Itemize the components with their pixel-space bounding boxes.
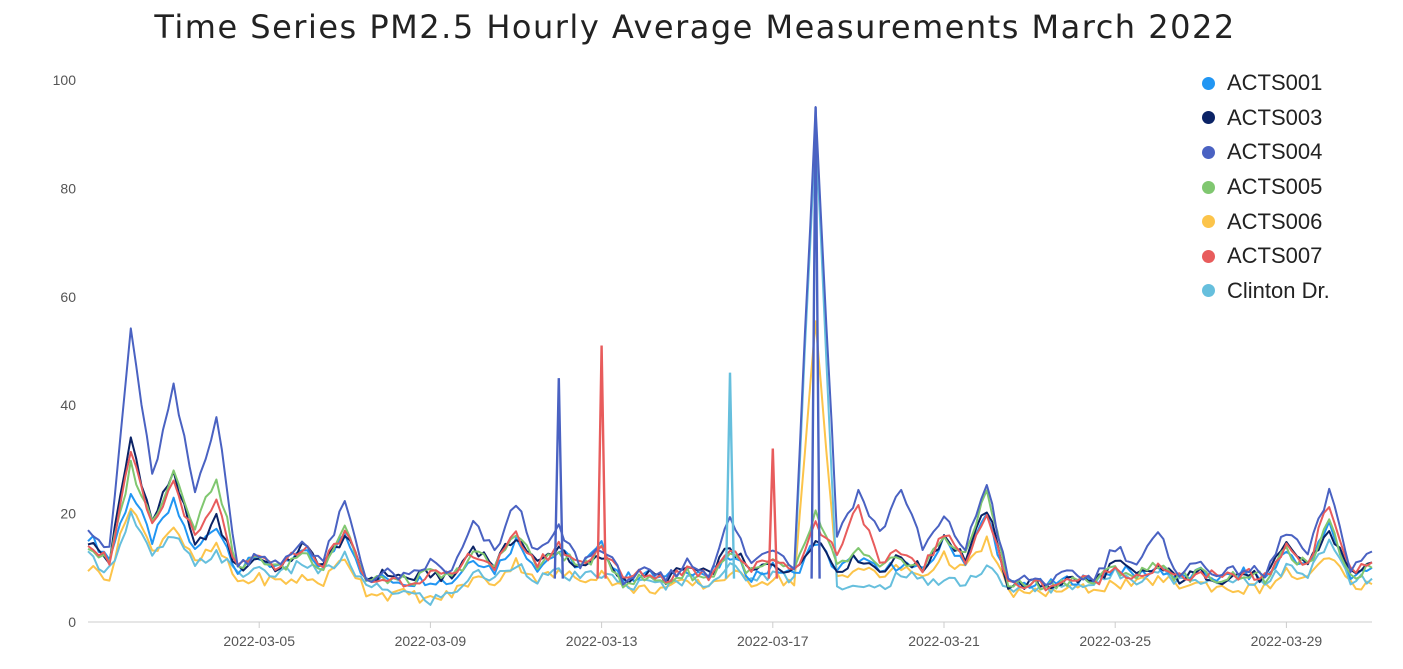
x-tick-label: 2022-03-29 <box>1251 633 1323 649</box>
legend: ACTS001 ACTS003 ACTS004 ACTS005 ACTS006 ACTS0… <box>1202 66 1330 308</box>
legend-label: Clinton Dr. <box>1227 277 1330 303</box>
x-tick-label: 2022-03-17 <box>737 633 809 649</box>
y-tick-label: 100 <box>53 72 77 88</box>
series-line-acts007 <box>87 450 1373 592</box>
series-line-acts004 <box>87 106 1373 586</box>
legend-label: ACTS007 <box>1227 243 1323 269</box>
legend-label: ACTS006 <box>1227 208 1323 234</box>
legend-swatch <box>1202 111 1215 125</box>
spike-peak <box>767 448 778 579</box>
y-tick-label: 20 <box>60 506 76 522</box>
y-tick-label: 60 <box>60 289 76 305</box>
legend-label: ACTS001 <box>1227 70 1323 96</box>
legend-swatch <box>1202 249 1215 263</box>
x-tick-label: 2022-03-09 <box>395 633 467 649</box>
series-layer <box>87 106 1373 606</box>
legend-swatch <box>1202 215 1215 229</box>
legend-item[interactable]: ACTS003 <box>1202 101 1330 136</box>
spike-peak <box>724 372 736 579</box>
spike-peak <box>810 107 821 579</box>
x-tick-label: 2022-03-05 <box>223 633 295 649</box>
legend-item[interactable]: ACTS004 <box>1202 135 1330 170</box>
legend-swatch <box>1202 284 1215 298</box>
legend-swatch <box>1202 180 1215 194</box>
legend-swatch <box>1202 76 1215 90</box>
spike-peak <box>553 378 564 579</box>
series-line-acts005 <box>87 459 1373 591</box>
chart-title: Time Series PM2.5 Hourly Average Measure… <box>154 8 1236 46</box>
legend-swatch <box>1202 145 1215 159</box>
legend-label: ACTS004 <box>1227 139 1323 165</box>
series-line-clinton-dr- <box>87 127 1373 606</box>
y-tick-label: 40 <box>60 397 76 413</box>
x-axis-ticks: 2022-03-05 2022-03-09 2022-03-13 2022-03-17… <box>223 622 1322 649</box>
legend-item[interactable]: ACTS007 <box>1202 239 1330 274</box>
y-tick-label: 0 <box>68 614 76 630</box>
legend-item[interactable]: Clinton Dr. <box>1202 274 1330 309</box>
series-line-acts006 <box>87 320 1373 604</box>
legend-item[interactable]: ACTS006 <box>1202 204 1330 239</box>
legend-label: ACTS005 <box>1227 174 1323 200</box>
y-tick-label: 80 <box>60 180 76 196</box>
legend-item[interactable]: ACTS001 <box>1202 66 1330 101</box>
x-tick-label: 2022-03-13 <box>566 633 638 649</box>
x-tick-label: 2022-03-21 <box>908 633 980 649</box>
x-tick-label: 2022-03-25 <box>1079 633 1151 649</box>
y-axis-ticks: 0 20 40 60 80 100 <box>53 72 77 630</box>
legend-label: ACTS003 <box>1227 104 1323 130</box>
legend-item[interactable]: ACTS005 <box>1202 170 1330 205</box>
spike-peak <box>596 345 607 579</box>
